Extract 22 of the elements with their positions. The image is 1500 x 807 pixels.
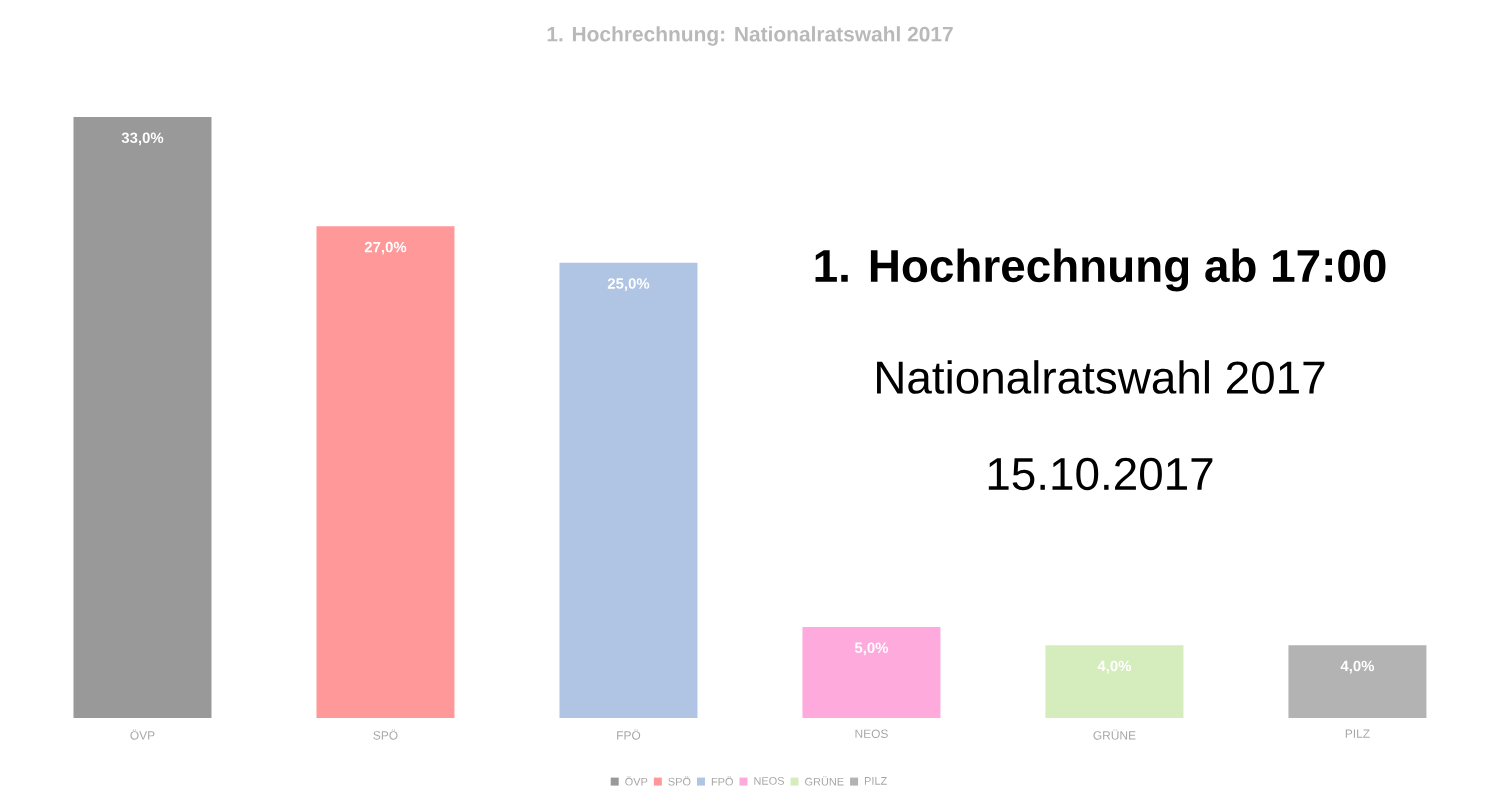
legend-label: FPÖ <box>711 776 733 786</box>
legend-label: SPÖ <box>668 776 691 786</box>
data-label: 5,0% <box>854 642 889 656</box>
data-label: 27,0% <box>364 241 407 255</box>
annotation: 1. Hochrechnung ab 17:00 <box>815 248 1386 292</box>
chart-title: 1. Hochrechnung: Nationalratswahl 2017 <box>547 26 953 46</box>
x-tick-label: ÖVP <box>130 729 155 740</box>
legend-label: GRÜNE <box>805 776 844 786</box>
data-label: 33,0% <box>121 132 164 146</box>
legend-label: NEOS <box>754 777 785 785</box>
data-label: 4,0% <box>1097 660 1132 674</box>
x-tick-label: FPÖ <box>617 729 641 740</box>
x-tick-label: PILZ <box>1345 729 1370 738</box>
x-tick-label: SPÖ <box>373 729 398 740</box>
x-tick-label: NEOS <box>855 729 888 738</box>
annotation: Nationalratswahl 2017 <box>877 360 1325 394</box>
annotation: 15.10.2017 <box>988 457 1213 491</box>
legend-label: PILZ <box>864 777 887 785</box>
data-label: 25,0% <box>607 278 650 291</box>
x-tick-label: GRÜNE <box>1093 729 1136 740</box>
data-label: 4,0% <box>1340 660 1375 674</box>
legend-label: ÖVP <box>625 776 648 786</box>
